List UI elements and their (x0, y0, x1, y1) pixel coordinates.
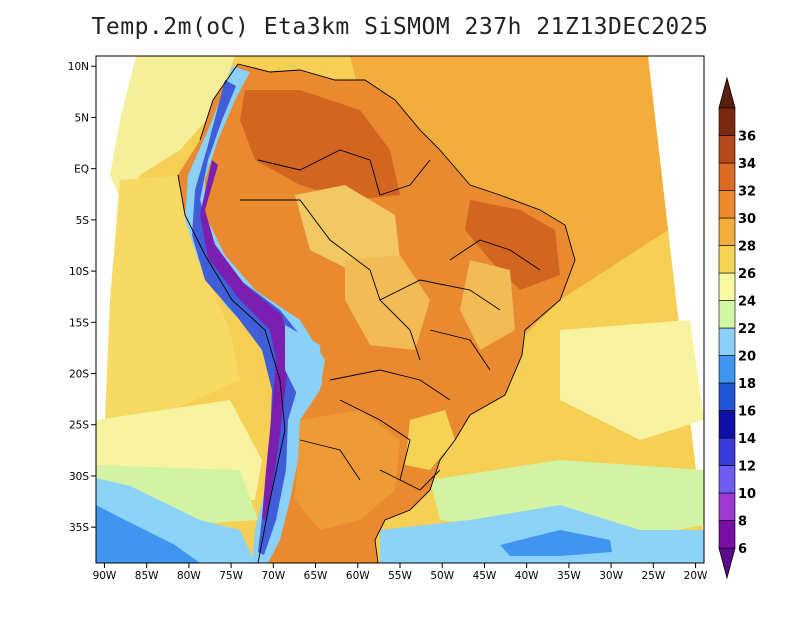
colorbar-label: 26 (738, 267, 756, 282)
lon-tick-label: 50W (430, 570, 454, 582)
atlantic-pale-east (560, 320, 704, 440)
colorbar-label: 36 (738, 130, 756, 145)
lat-tick-label: 20S (69, 369, 89, 381)
lon-tick-label: 70W (261, 570, 285, 582)
land-pale-east (460, 260, 515, 350)
colorbar-label: 6 (738, 542, 747, 557)
colorbar-label: 34 (738, 157, 756, 172)
colorbar-label: 32 (738, 185, 756, 200)
land-southern-cone (295, 410, 400, 530)
colorbar-max-arrow (718, 76, 736, 109)
lon-tick-label: 55W (388, 570, 412, 582)
colorbar-bin (718, 272, 736, 301)
colorbar-bin (718, 327, 736, 356)
colorbar: 6 8 10 12 14 16 18 20 22 24 26 28 30 32 34 36 (718, 76, 756, 580)
map-field (96, 56, 704, 563)
pacific-warm (105, 175, 240, 420)
colorbar-label: 30 (738, 212, 756, 227)
colorbar-label: 16 (738, 405, 756, 420)
colorbar-label: 10 (738, 487, 756, 502)
lon-tick-label: 25W (641, 570, 665, 582)
lat-tick-label: 25S (69, 420, 89, 432)
colorbar-label: 24 (738, 295, 756, 310)
lon-tick-label: 20W (684, 570, 708, 582)
colorbar-bin (718, 465, 736, 494)
land-pale-central (345, 255, 430, 350)
lat-tick-label: 5N (74, 112, 89, 124)
lon-tick-label: 80W (177, 570, 201, 582)
longitude-ticks: 90W 85W 80W 75W 70W 65W 60W 55W 50W 45W 40W 35W 30W 2… (93, 563, 708, 582)
land-southeast-cool (405, 410, 455, 470)
land-pale-amazon (295, 185, 400, 270)
lon-tick-label: 75W (219, 570, 243, 582)
pacific-blue (96, 505, 200, 563)
pale-ocean-northwest (110, 56, 235, 210)
colorbar-bin (718, 190, 736, 219)
lat-tick-label: 10N (68, 61, 89, 73)
lon-tick-label: 35W (557, 570, 581, 582)
country-borders (177, 63, 576, 563)
lat-tick-label: EQ (74, 164, 89, 176)
atlantic-blue (500, 530, 612, 556)
andes-core (200, 160, 290, 520)
land-hot-north (240, 90, 400, 200)
colorbar-bin (718, 410, 736, 439)
lon-tick-label: 45W (473, 570, 497, 582)
colorbar-min-arrow (718, 547, 736, 580)
latitude-ticks: 10N 5N EQ 5S 10S 15S 20S 25S 30S 35S (68, 61, 96, 534)
colorbar-bin (718, 107, 736, 136)
colorbar-bin (718, 162, 736, 191)
colorbar-bin (718, 135, 736, 164)
colorbar-label: 22 (738, 322, 756, 337)
colorbar-label: 20 (738, 350, 756, 365)
lon-tick-label: 65W (304, 570, 328, 582)
colorbar-bin (718, 492, 736, 521)
atlantic-lightblue (380, 505, 704, 563)
lat-tick-label: 5S (76, 215, 90, 227)
lon-tick-label: 85W (135, 570, 159, 582)
lon-tick-label: 30W (599, 570, 623, 582)
colorbar-label: 12 (738, 460, 756, 475)
colorbar-label: 28 (738, 240, 756, 255)
map-title: Temp.2m(oC) Eta3km SiSMOM 237h 21Z13DEC2… (91, 14, 709, 40)
altiplano (285, 325, 322, 400)
lon-tick-label: 40W (515, 570, 539, 582)
lat-tick-label: 15S (69, 317, 89, 329)
colorbar-bin (718, 245, 736, 274)
colorbar-bin (718, 217, 736, 246)
colorbar-bin (718, 300, 736, 329)
lon-tick-label: 90W (93, 570, 117, 582)
colorbar-label: 14 (738, 432, 756, 447)
lat-tick-label: 35S (69, 522, 89, 534)
colorbar-label: 18 (738, 377, 756, 392)
lon-tick-label: 60W (346, 570, 370, 582)
colorbar-bin (718, 382, 736, 411)
colorbar-bin (718, 520, 736, 549)
colorbar-bin (718, 355, 736, 384)
colorbar-label: 8 (738, 515, 747, 530)
colorbar-bin (718, 437, 736, 466)
lat-tick-label: 10S (69, 266, 89, 278)
lat-tick-label: 30S (69, 471, 89, 483)
